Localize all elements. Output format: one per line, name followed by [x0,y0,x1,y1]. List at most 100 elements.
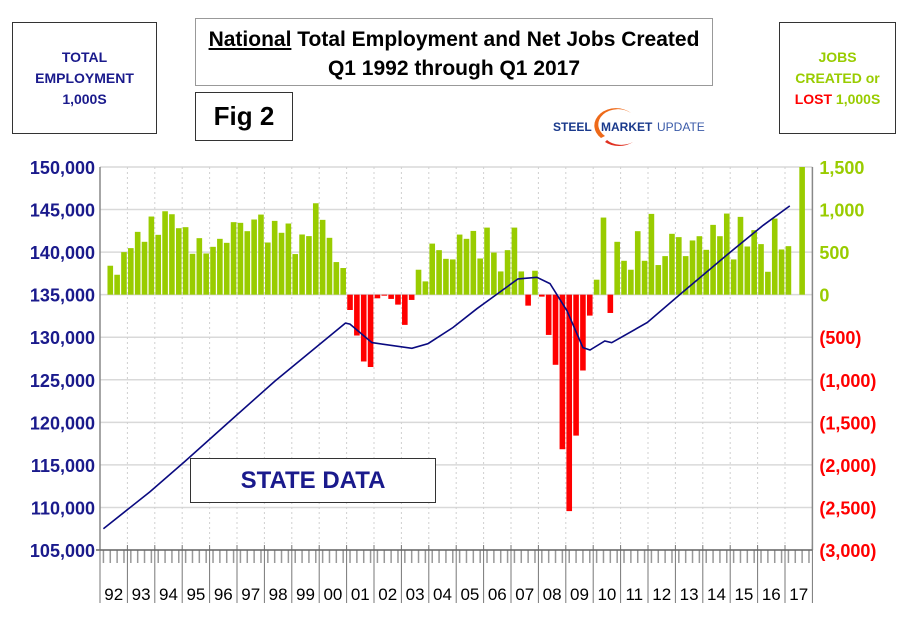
left-tick-label: 110,000 [31,498,95,518]
bar-positive [765,271,771,295]
x-tick-label: 00 [323,585,342,604]
right-tick-label: 0 [819,286,829,306]
bar-positive [203,253,209,295]
x-tick-label: 07 [515,585,534,604]
bar-positive [285,223,292,295]
bar-positive [449,259,456,295]
right-tick-label: 1,000 [819,201,864,221]
bar-positive [511,227,518,295]
title-rest: Total Employment and Net Jobs Created [291,28,700,51]
bar-positive [463,238,470,295]
bar-negative [580,294,586,371]
bar-positive [785,246,792,295]
logo-word-market: MARKET [601,120,653,134]
bar-positive [799,167,805,295]
bar-positive [175,228,182,295]
bar-negative [360,294,367,362]
bar-positive [415,269,422,295]
x-tick-label: 12 [652,585,671,604]
x-tick-label: 05 [460,585,479,604]
right-tick-label: (2,000) [819,456,876,476]
logo-swoosh-icon [594,108,633,147]
bar-negative [347,294,353,310]
bar-positive [689,240,696,295]
bar-positive [497,271,504,295]
bar-positive [429,243,436,295]
right-tick-label: (3,000) [819,541,876,561]
bar-negative [552,294,559,365]
bar-negative [559,294,566,450]
bar-negative [566,294,573,512]
logo-word-steel: STEEL [553,120,592,134]
bar-positive [710,224,716,295]
bar-negative [525,294,531,306]
bar-positive [196,238,203,295]
bar-negative [586,294,593,316]
bar-positive [182,227,189,295]
right-tick-label: (1,500) [819,413,876,433]
bar-positive [217,238,223,295]
right-tick-label: (500) [819,328,861,348]
x-tick-label: 06 [488,585,507,604]
bar-positive [340,268,346,295]
bar-positive [326,237,333,295]
bar-negative [402,294,408,325]
bar-positive [312,203,319,295]
bar-positive [278,232,285,295]
left-tick-label: 145,000 [30,201,95,221]
left-tick-label: 120,000 [30,413,95,433]
bar-positive [244,231,251,295]
x-tick-label: 94 [159,585,178,604]
bar-positive [134,231,141,295]
bar-positive [223,242,230,295]
bar-positive [456,234,463,295]
x-tick-label: 17 [789,585,808,604]
bar-positive [319,219,326,295]
chart-title-box: National Total Employment and Net Jobs C… [195,18,713,86]
x-tick-label: 02 [378,585,397,604]
bar-negative [388,294,394,299]
figure-number: Fig 2 [195,92,293,141]
bar-positive [655,265,662,295]
bar-positive [771,218,778,295]
left-tick-label: 105,000 [30,541,95,561]
bar-positive [237,222,244,295]
bar-positive [306,236,312,295]
bar-positive [628,269,634,295]
logo-word-update: UPDATE [657,120,705,134]
bar-positive [189,253,196,295]
right-tick-label: 1,500 [819,158,864,178]
bar-positive [778,249,785,295]
bar-positive [730,259,737,295]
bar-negative [395,294,401,305]
right-label-line: CREATED or [795,69,880,86]
left-axis-label-box: TOTAL EMPLOYMENT 1,000S [12,22,157,134]
bar-positive [696,236,703,295]
steel-market-update-logo: STEEL MARKET UPDATE [553,108,713,148]
bar-negative [367,294,374,368]
right-tick-label: (1,000) [819,371,876,391]
bar-positive [436,250,442,295]
bar-positive [121,252,127,295]
left-label-line: EMPLOYMENT [35,69,134,86]
chart-subtitle: Q1 1992 through Q1 2017 [327,57,581,80]
bar-positive [676,237,682,295]
bar-positive [751,230,757,295]
bar-positive [251,219,257,295]
bar-positive [271,220,278,295]
x-tick-label: 04 [433,585,452,604]
right-tick-label: 500 [819,243,849,263]
bar-negative [381,294,388,296]
x-tick-label: 92 [104,585,123,604]
bar-positive [333,262,340,295]
bar-negative [374,294,381,299]
right-label-lost: LOST [794,90,833,107]
bar-positive [107,265,114,295]
bar-positive [758,244,764,295]
x-tick-label: 01 [351,585,370,604]
bar-positive [169,214,175,295]
bar-positive [114,274,120,295]
bar-positive [484,227,490,295]
bar-positive [265,242,271,295]
bar-positive [518,271,525,295]
